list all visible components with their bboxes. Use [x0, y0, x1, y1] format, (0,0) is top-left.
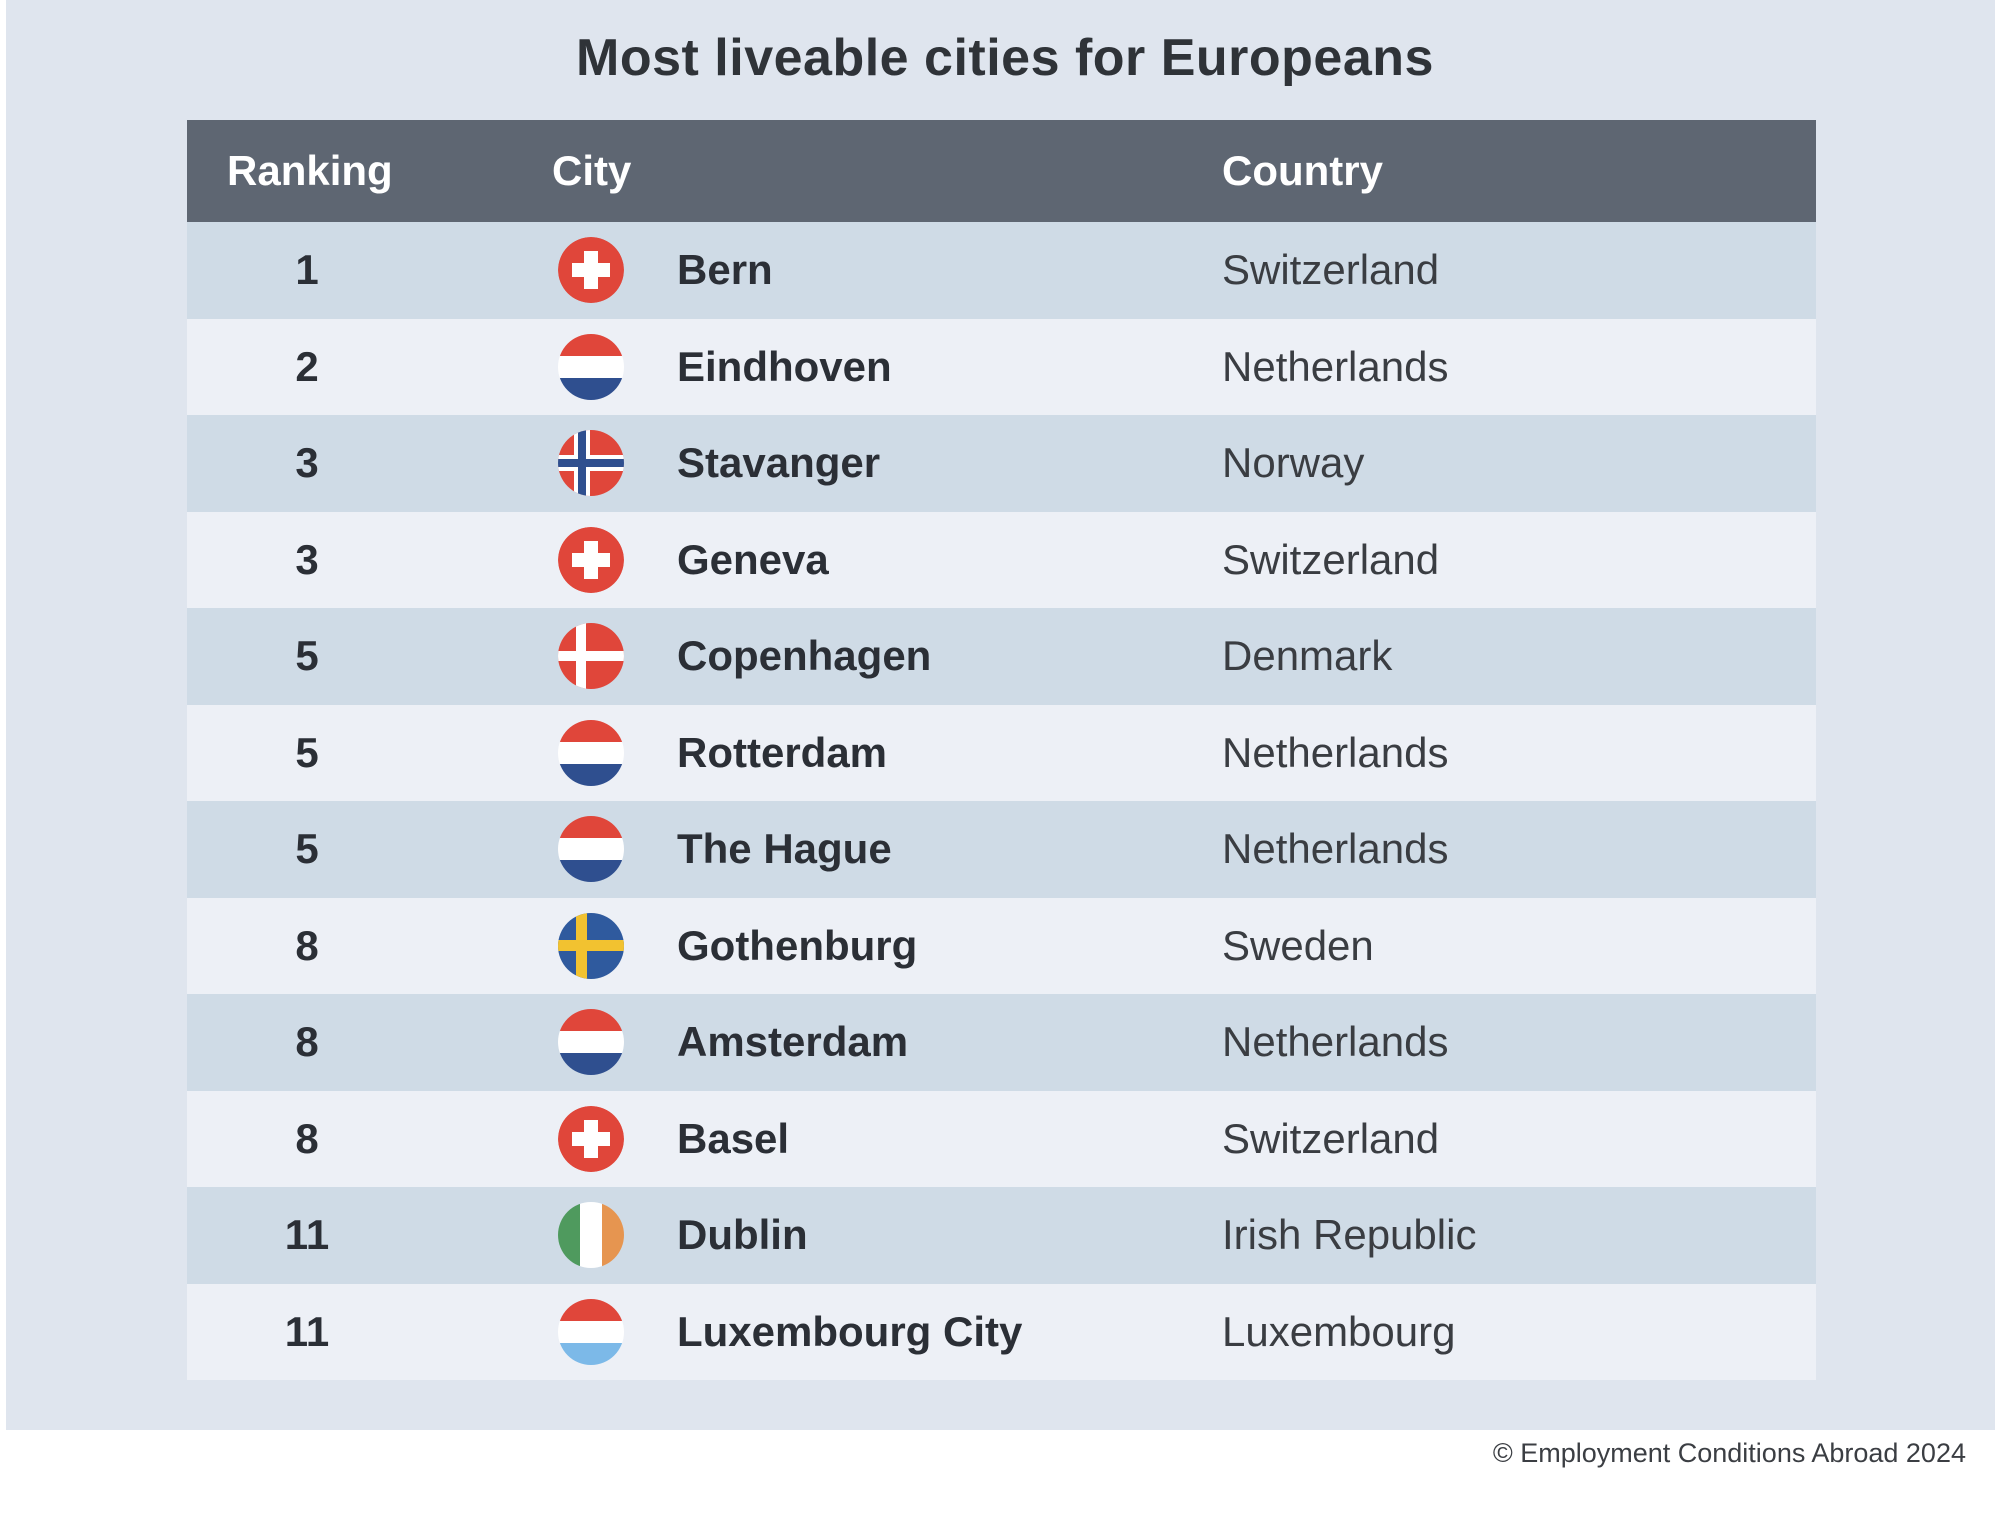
country-cell: Irish Republic — [1222, 1211, 1477, 1258]
rank-cell: 11 — [284, 1211, 330, 1258]
table-row: 3 Stavanger Norway — [187, 415, 1816, 512]
rank-cell: 8 — [295, 1114, 319, 1162]
table-row: 8 Gothenburg Sweden — [187, 897, 1816, 994]
table-row: 3 Geneva Switzerland — [187, 511, 1816, 608]
ireland-flag-icon — [558, 1202, 624, 1268]
netherlands-flag-icon — [558, 333, 624, 400]
city-cell: Luxembourg City — [677, 1307, 1023, 1355]
switzerland-flag-icon — [558, 1105, 624, 1172]
country-cell: Sweden — [1222, 921, 1374, 969]
country-cell: Netherlands — [1222, 728, 1449, 776]
rank-cell: 8 — [295, 921, 319, 969]
country-cell: Switzerland — [1222, 535, 1440, 583]
rank-cell: 3 — [295, 535, 319, 583]
column-header-city: City — [552, 147, 632, 194]
table-row: 8 Basel Switzerland — [187, 1090, 1816, 1187]
city-cell: Amsterdam — [677, 1018, 909, 1065]
city-cell: Rotterdam — [677, 728, 888, 776]
column-header-country: Country — [1222, 147, 1383, 194]
city-cell: Stavanger — [677, 439, 881, 486]
denmark-flag-icon — [558, 623, 624, 689]
switzerland-flag-icon — [558, 237, 624, 303]
table-header: Ranking City Country — [187, 120, 1816, 222]
table-row: 8 Amsterdam Netherlands — [187, 994, 1816, 1091]
city-cell: Copenhagen — [677, 632, 932, 679]
rankings-table: Ranking City Country 1 Bern Switzerland 2 Ei… — [187, 120, 1816, 1380]
table-row: 11 Luxembourg City Luxembourg — [187, 1283, 1816, 1380]
city-cell: Dublin — [677, 1211, 808, 1258]
rank-cell: 5 — [295, 632, 319, 679]
luxembourg-flag-icon — [558, 1298, 624, 1365]
netherlands-flag-icon — [558, 816, 624, 882]
sweden-flag-icon — [558, 912, 624, 979]
city-cell: Gothenburg — [677, 921, 918, 969]
table-body: 1 Bern Switzerland 2 Eindhoven Netherlands 3 St… — [187, 222, 1816, 1380]
rank-cell: 3 — [295, 439, 319, 486]
column-header-ranking: Ranking — [227, 147, 393, 194]
netherlands-flag-icon — [558, 719, 624, 786]
country-cell: Denmark — [1222, 632, 1393, 679]
city-cell: The Hague — [677, 825, 892, 872]
city-cell: Bern — [677, 246, 773, 293]
country-cell: Switzerland — [1222, 246, 1440, 293]
country-cell: Switzerland — [1222, 1114, 1440, 1162]
city-cell: Eindhoven — [677, 342, 892, 390]
chart-title: Most liveable cities for Europeans — [576, 29, 1434, 87]
city-cell: Basel — [677, 1114, 790, 1162]
country-cell: Netherlands — [1222, 1018, 1449, 1065]
country-cell: Norway — [1222, 439, 1365, 486]
norway-flag-icon — [558, 430, 624, 496]
switzerland-flag-icon — [558, 526, 624, 593]
copyright-footer: © Employment Conditions Abroad 2024 — [1492, 1438, 1966, 1468]
city-cell: Geneva — [677, 535, 829, 583]
table-row: 5 Copenhagen Denmark — [187, 608, 1816, 705]
country-cell: Netherlands — [1222, 342, 1449, 390]
table-row: 5 Rotterdam Netherlands — [187, 704, 1816, 801]
country-cell: Luxembourg — [1222, 1307, 1456, 1355]
table-row: 2 Eindhoven Netherlands — [187, 318, 1816, 415]
rank-cell: 2 — [295, 342, 319, 390]
netherlands-flag-icon — [558, 1009, 624, 1075]
rank-cell: 1 — [295, 246, 319, 293]
rank-cell: 11 — [284, 1307, 330, 1355]
table-row: 5 The Hague Netherlands — [187, 801, 1816, 898]
table-row: 1 Bern Switzerland — [187, 222, 1816, 319]
rank-cell: 8 — [295, 1018, 319, 1065]
table-row: 11 Dublin Irish Republic — [187, 1187, 1816, 1284]
country-cell: Netherlands — [1222, 825, 1449, 872]
rank-cell: 5 — [295, 728, 319, 776]
rank-cell: 5 — [295, 825, 319, 872]
